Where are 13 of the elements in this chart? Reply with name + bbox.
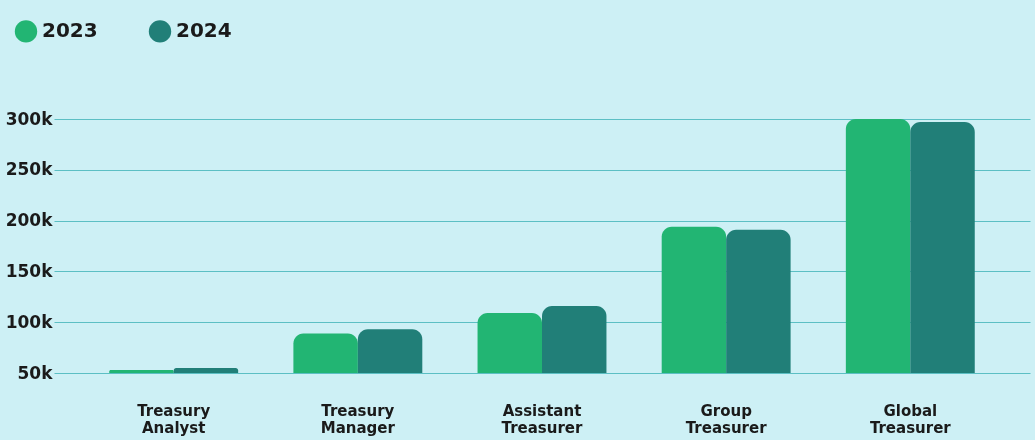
x-tick-label: Global Treasurer: [869, 401, 952, 437]
y-tick-label: 100k: [5, 311, 54, 332]
y-tick-label: 200k: [5, 210, 54, 231]
y-tick-label: 300k: [5, 108, 54, 129]
y-tick-label: 50k: [17, 362, 54, 383]
legend-label: 2024: [176, 18, 232, 43]
legend-label: 2023: [42, 18, 98, 43]
y-tick-label: 250k: [5, 159, 54, 180]
x-tick-label: Treasury Manager: [320, 401, 396, 437]
x-tick-label: Assistant Treasurer: [501, 401, 584, 437]
x-tick-label: Treasury Analyst: [137, 401, 211, 437]
y-tick-label: 150k: [5, 260, 54, 281]
x-tick-label: Group Treasurer: [685, 401, 768, 437]
